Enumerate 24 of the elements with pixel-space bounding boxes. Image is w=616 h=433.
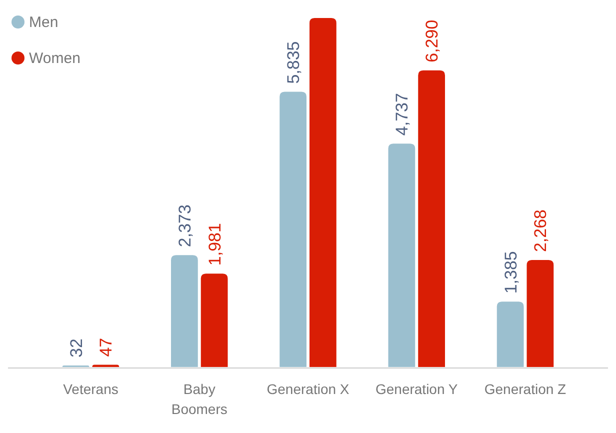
legend-label: Women [29,50,80,67]
data-label: 1,385 [501,251,520,294]
data-label: 2,373 [175,204,194,248]
bar [310,18,336,367]
bar [388,144,416,367]
bar [200,274,228,367]
bar [526,260,554,367]
data-label: 5,835 [284,41,304,84]
x-tick-label: Generation X [266,381,350,397]
data-label: 32 [66,338,86,358]
bar [496,302,524,367]
x-tick-label: Generation Y [376,381,458,397]
data-label: 4,737 [392,93,412,136]
legend-label: Men [29,14,58,31]
x-tick-label: Veterans [63,381,118,397]
bar [280,92,306,367]
bar [171,255,198,367]
x-tick-label: Generation Z [484,381,567,397]
data-label: 47 [96,338,116,357]
data-label: 2,268 [531,209,550,252]
x-tick-label: Baby Boomers [171,381,228,417]
data-label: 6,290 [422,20,442,62]
bar [418,70,445,367]
data-label: 1,981 [205,223,224,266]
